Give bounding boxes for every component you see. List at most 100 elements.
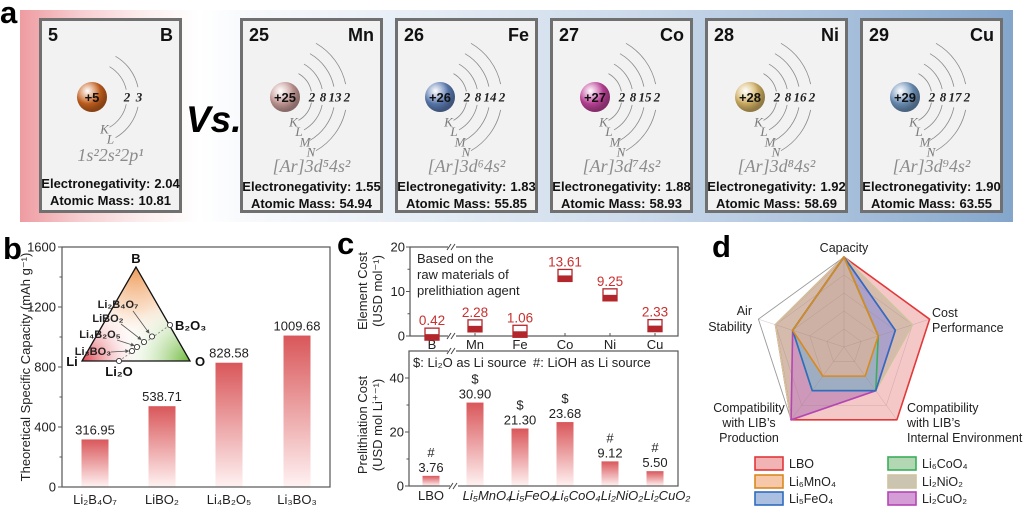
electron-shell-diagram: 2 K 3 L [99, 55, 143, 147]
shell-electron-count: 2 [343, 90, 351, 105]
compound-label: Li₂B₄O₇ [98, 299, 139, 311]
electron-configuration: [Ar]3d⁹4s² [892, 156, 971, 176]
li-source-marker: $ [471, 372, 479, 387]
x-tick-label: Ni [604, 337, 616, 352]
vertex-label-lithium: Li [66, 354, 78, 369]
electron-shell-arc [464, 53, 490, 141]
radar-series-area [792, 257, 896, 391]
shell-electron-count: 17 [949, 90, 963, 105]
radar-grid-ring [792, 292, 896, 391]
cost-marker [602, 288, 618, 302]
compound-pointer-arrow [110, 349, 130, 354]
bar-value-label: 316.95 [75, 422, 115, 437]
electronegativity-number: 1.88 [665, 179, 691, 194]
radar-axis-label: with LIB’s [906, 416, 960, 430]
li-source-marker: # [606, 430, 614, 445]
element-symbol: Fe [507, 25, 529, 45]
electronegativity-value: Electronegativity: 1.55 [240, 179, 383, 194]
panel-label-b: b [3, 231, 22, 266]
shell-name-label: N [616, 145, 627, 160]
versus-label: Vs. [186, 99, 242, 140]
bar [646, 471, 664, 486]
shell-name-label: L [604, 124, 612, 139]
element-card-co: 27 Co 2 K 8 L 15 M 2 N +27 [Ar]3d⁷4s² Electronegativ… [550, 18, 693, 213]
radar-axis-label: Capacity [820, 241, 869, 255]
shell-electron-count: 2 [308, 90, 316, 105]
cost-marker [557, 268, 573, 283]
atomic-number: 28 [714, 25, 735, 45]
atomic-mass-number: 58.93 [649, 196, 683, 211]
compound-label: Li₃BO₃ [75, 346, 111, 358]
compound-pointer-arrow [116, 339, 135, 347]
shell-electron-count: 8 [630, 90, 637, 105]
panel-a-element-comparison: a Vs. 5 B 2 K 3 L +5 1s²2s²2p¹ Electronegativity… [0, 0, 1024, 228]
axis-break-gap [448, 349, 456, 353]
bar [148, 406, 176, 487]
chart-c-element-cost: 0 10 20 B 0.42 Mn 2.28 Fe 1.06 Co 13.61 Ni 9.25 Cu 2.3… [355, 240, 679, 352]
y-axis-label: Element Cost [355, 252, 370, 330]
electron-shell-arc [768, 63, 788, 131]
li-source-marker: $ [516, 397, 524, 412]
radar-spoke [790, 346, 845, 420]
cost-value-label: 2.28 [462, 305, 488, 320]
atomic-mass-value: Atomic Mass: 54.94 [240, 196, 383, 211]
shell-electron-count: 8 [320, 90, 327, 105]
electron-shell-arc [625, 42, 657, 152]
electronegativity-number: 1.90 [975, 179, 1001, 194]
shell-electron-count: 2 [498, 90, 506, 105]
electronegativity-label: Electronegativity: [242, 179, 352, 194]
shell-electron-count: 8 [940, 90, 947, 105]
plot-frame [409, 246, 679, 337]
atomic-mass-value: Atomic Mass: 63.55 [860, 196, 1003, 211]
li-source-marker: # [651, 440, 659, 455]
bar [466, 402, 484, 486]
y-tick-label: 0 [398, 329, 405, 344]
shell-name-label: K [908, 114, 919, 129]
plot-frame [408, 350, 679, 487]
radar-series-outline [791, 256, 880, 377]
shell-name-label: N [461, 145, 472, 160]
axis-break-gap [448, 334, 456, 338]
electron-configuration: [Ar]3d⁵4s² [272, 156, 351, 176]
cost-marker [647, 318, 663, 333]
radar-series-outline [791, 256, 880, 392]
element-card-ni: 28 Ni 2 K 8 L 16 M 2 N +28 [Ar]3d⁸4s² Electronegativ… [705, 18, 848, 213]
radar-spoke [758, 318, 845, 348]
x-tick-label: LiBO₂ [145, 492, 179, 507]
vertex-label-oxygen: O [195, 354, 205, 369]
shell-electron-count: 15 [639, 90, 653, 105]
bar [556, 422, 574, 486]
radar-axis-label: Cost [932, 306, 958, 320]
shell-name-label: K [753, 114, 764, 129]
electronegativity-label: Electronegativity: [862, 179, 972, 194]
nucleus-sphere: +25 [270, 82, 300, 112]
shell-electron-count: 2 [653, 90, 661, 105]
shell-electron-count: 2 [123, 90, 131, 105]
y-tick-label: 800 [34, 360, 56, 375]
cost-value-label: 2.33 [642, 305, 668, 320]
shell-name-label: N [306, 145, 317, 160]
element-card-cu: 29 Cu 2 K 8 L 17 M 2 N +29 [Ar]3d⁹4s² Electronegativ… [860, 18, 1003, 213]
nucleus-sphere: +27 [580, 82, 610, 112]
axis-break-mark [446, 332, 452, 340]
legend-swatch [887, 491, 917, 506]
radar-axis-label: Compatibility [907, 401, 979, 415]
bar [601, 461, 619, 486]
electronegativity-number: 2.04 [154, 176, 180, 191]
electron-shell-arc [935, 42, 967, 152]
x-tick-label: LBO [418, 488, 444, 503]
axis-break-mark [450, 347, 456, 355]
atomic-mass-label: Atomic Mass: [870, 196, 956, 211]
legend-li2o-source: $: Li₂O as Li source [413, 355, 526, 370]
radar-series-outline [791, 256, 897, 392]
electronegativity-value: Electronegativity: 2.04 [39, 176, 182, 191]
legend-swatch [887, 456, 917, 471]
x-tick-label: Li₃BO₃ [277, 492, 317, 507]
x-tick-label: Cu [647, 337, 664, 352]
cost-marker [424, 327, 440, 341]
shell-electron-count: 8 [475, 90, 482, 105]
tie-line [118, 324, 171, 362]
shell-name-label: K [598, 114, 609, 129]
electronegativity-number: 1.92 [820, 179, 846, 194]
bar-value-label: 1009.68 [274, 319, 321, 334]
